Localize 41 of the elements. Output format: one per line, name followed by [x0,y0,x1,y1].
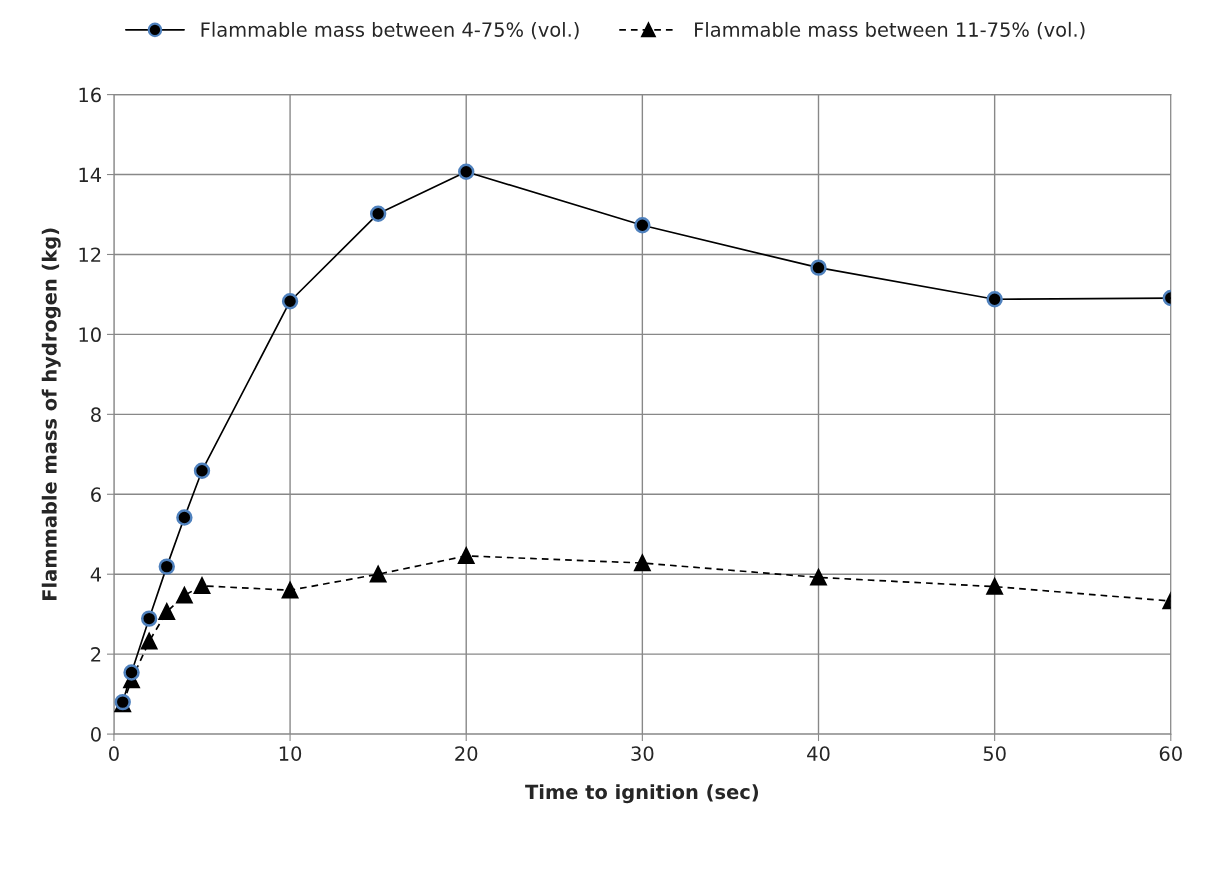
y-tick-label: 6 [91,487,101,502]
point [634,217,651,234]
point [176,509,193,526]
point [810,259,827,276]
y-tick-label: 10 [79,327,101,343]
x-tick-label: 20 [455,746,478,761]
y-tick-label: 4 [90,567,102,582]
legend-label: Flammable mass between 11-75% (vol.) [695,21,1085,40]
point [986,578,1003,595]
point [123,664,140,681]
point [140,633,158,650]
y-axis-title: Flammable mass of hydrogen (kg) [41,228,61,600]
point [369,566,387,583]
x-tick-label: 60 [1159,746,1182,761]
point [158,558,175,575]
point [281,293,299,310]
point [193,462,211,479]
point [458,547,475,565]
point [986,291,1003,308]
y-tick-label: 0 [91,727,101,742]
point [281,582,299,599]
x-tick-label: 40 [807,746,830,761]
y-tick-label: 14 [79,167,102,182]
point [810,569,827,586]
x-tick-label: 0 [109,746,119,761]
y-tick-label: 2 [91,647,101,662]
point [140,610,158,627]
y-tick-label: 8 [91,407,101,423]
x-tick-label: 50 [983,746,1006,761]
y-tick-label: 16 [79,87,101,103]
point [458,163,475,180]
point [369,205,387,222]
point [634,554,651,572]
point [176,587,193,604]
x-tick-label: 30 [631,746,654,761]
x-tick-label: 10 [279,746,302,761]
point [193,577,211,594]
x-axis-title: Time to ignition (sec) [525,784,759,804]
point [158,603,175,620]
legend-label: Flammable mass between 4-75% (vol.) [201,21,579,40]
y-tick-label: 12 [79,247,101,262]
